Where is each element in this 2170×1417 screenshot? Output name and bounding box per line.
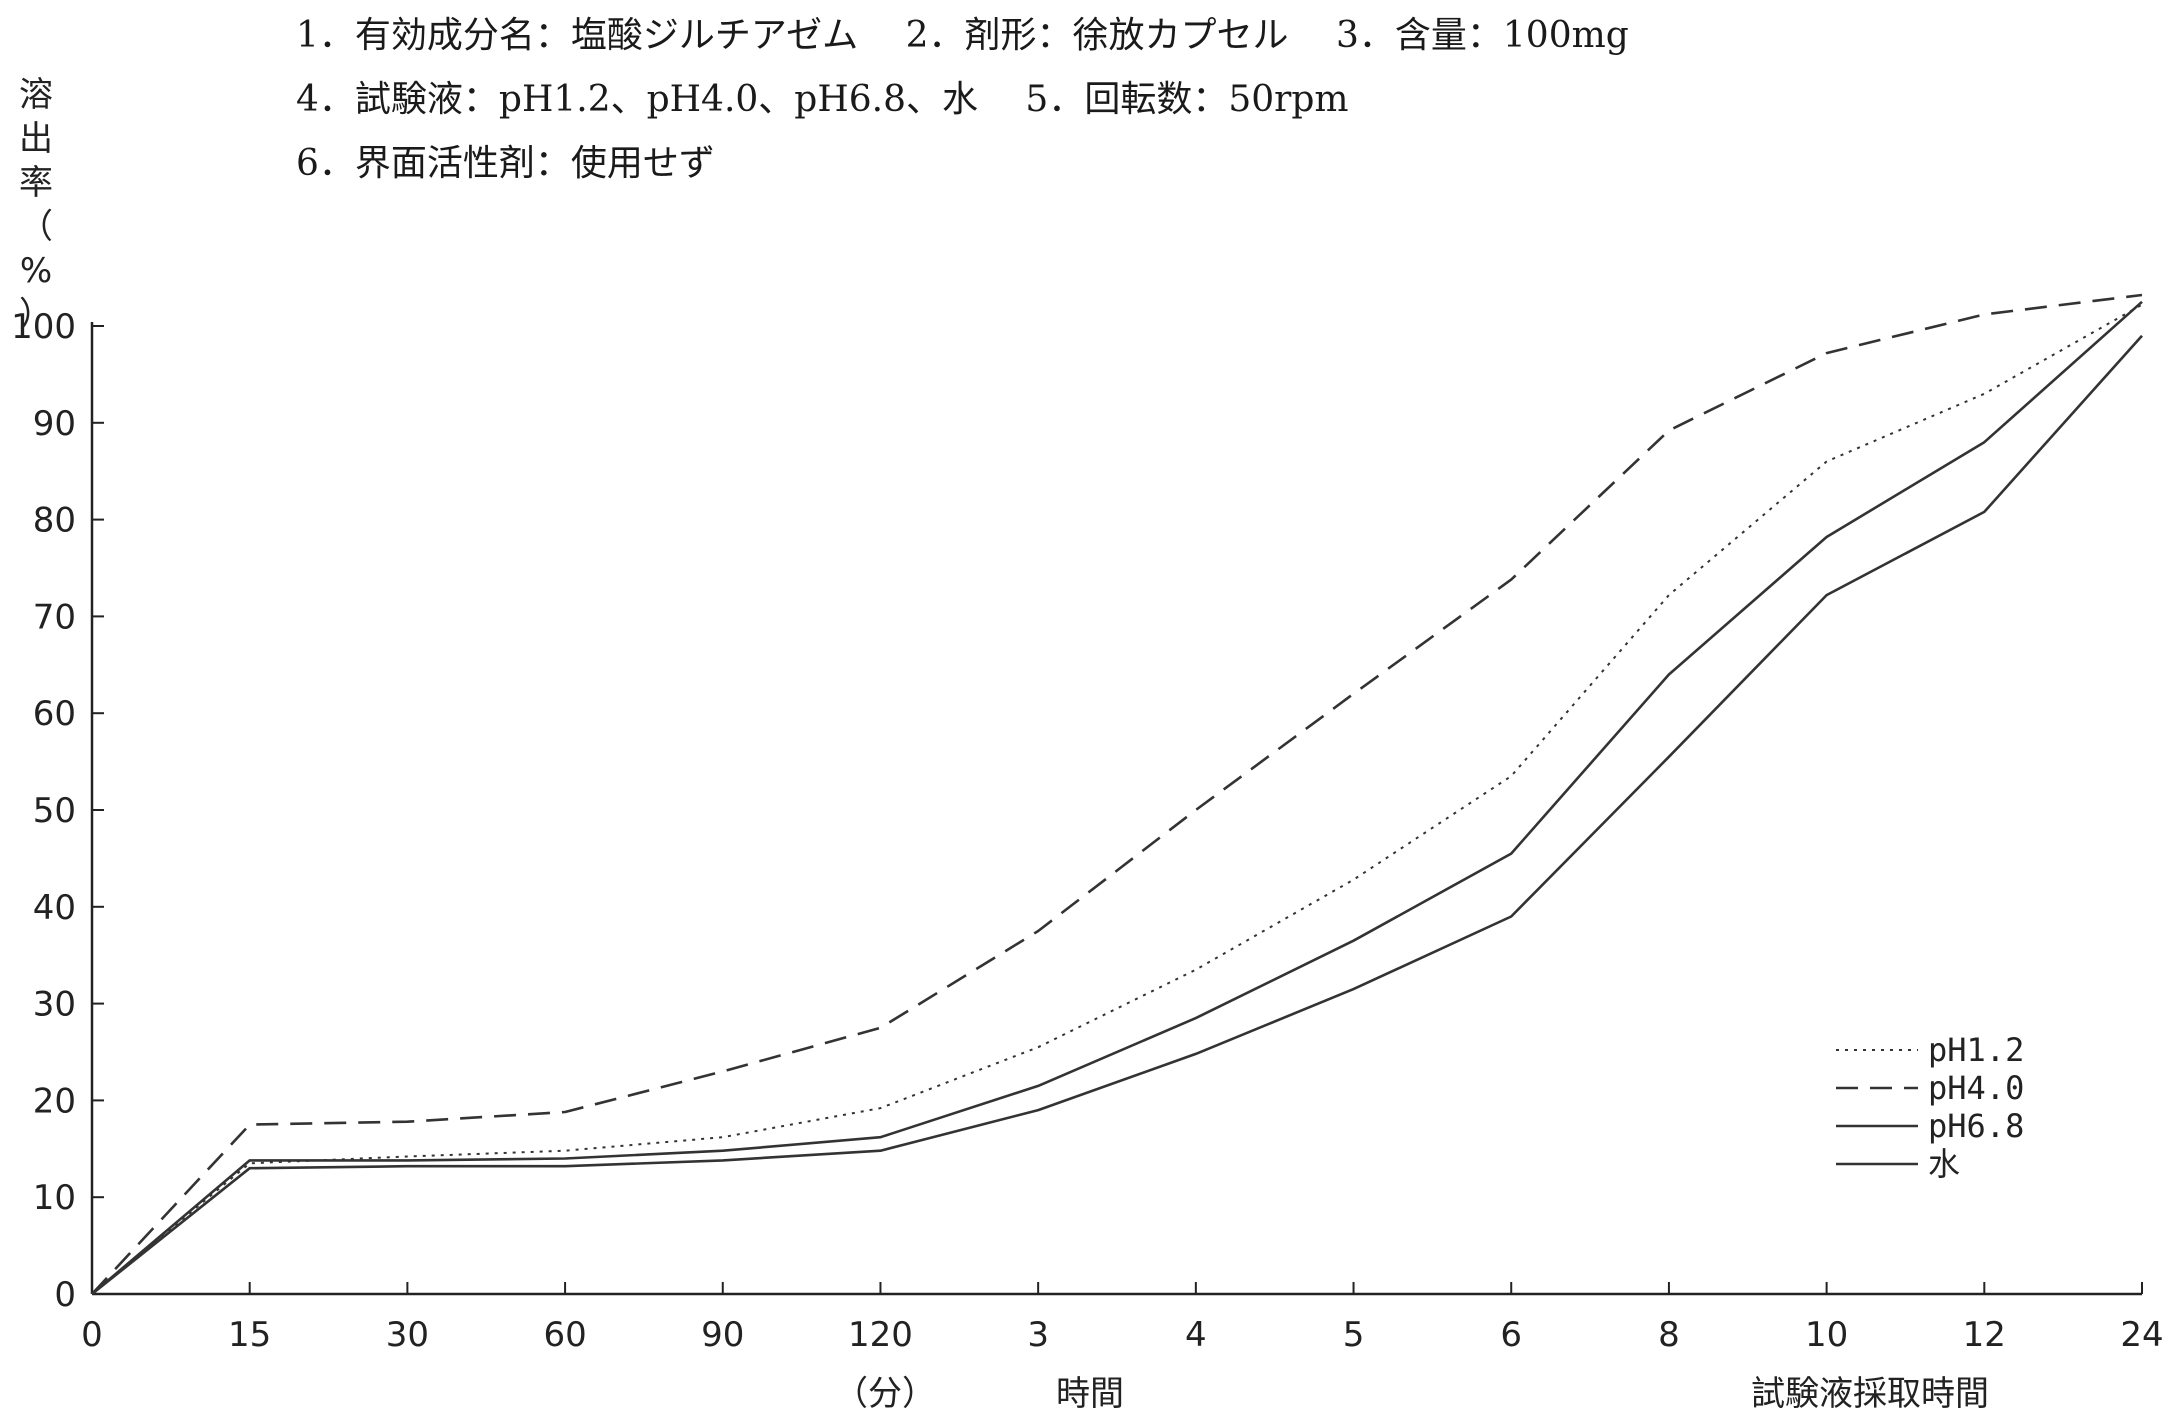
- header-line-3: 6．界面活性剤：使用せず: [296, 143, 715, 184]
- series-line-水: [91, 334, 2143, 1296]
- y-tick-label: 50: [33, 791, 76, 831]
- y-tick-label: 70: [33, 597, 76, 637]
- x-unit-hours: 時間: [1056, 1374, 1124, 1414]
- y-ticks: 0 10 20 30 40 50 60 70 80 90 100: [11, 307, 104, 1315]
- y-tick-label: 0: [54, 1275, 76, 1315]
- x-tick-label: 4: [1185, 1315, 1207, 1355]
- x-axis-label: 試験液採取時間: [1751, 1374, 1989, 1414]
- series-lines: [91, 293, 2143, 1296]
- y-axis-label-char: 出: [19, 119, 53, 159]
- legend-label: pH6.8: [1928, 1107, 2024, 1145]
- y-tick-label: 60: [33, 694, 76, 734]
- legend-label: pH1.2: [1928, 1031, 2024, 1069]
- x-tick-label: 24: [2120, 1315, 2163, 1355]
- y-axis-label-char: 率: [19, 163, 53, 203]
- y-tick-label: 10: [33, 1178, 76, 1218]
- x-tick-label: 5: [1343, 1315, 1365, 1355]
- y-axis-label-char: ）: [19, 295, 53, 335]
- y-tick-label: 20: [33, 1081, 76, 1121]
- y-tick-label: 80: [33, 501, 76, 541]
- x-tick-label: 30: [386, 1315, 429, 1355]
- series-line-pH4.0: [91, 293, 2143, 1295]
- x-tick-label: 0: [81, 1315, 103, 1355]
- x-tick-label: 6: [1500, 1315, 1522, 1355]
- header-line-2: 4．試験液：pH1.2、pH4.0、pH6.8、水 5．回転数：50rpm: [296, 79, 1349, 120]
- x-tick-label: 15: [228, 1315, 271, 1355]
- x-tick-label: 120: [848, 1315, 913, 1355]
- x-tick-label: 60: [543, 1315, 586, 1355]
- y-axis-label-char: （: [19, 207, 53, 247]
- x-tick-label: 12: [1963, 1315, 2006, 1355]
- x-tick-label: 8: [1658, 1315, 1680, 1355]
- y-tick-label: 30: [33, 985, 76, 1025]
- y-axis-label-char: 溶: [19, 75, 53, 115]
- y-tick-label: 40: [33, 888, 76, 928]
- series-line-pH1.2: [91, 303, 2143, 1295]
- header-line-1: 1．有効成分名：塩酸ジルチアゼム 2．剤形：徐放カプセル 3．含量：100mg: [296, 15, 1629, 56]
- y-tick-label: 90: [33, 404, 76, 444]
- y-axis-label-char: %: [20, 251, 52, 291]
- legend-label: pH4.0: [1928, 1069, 2024, 1107]
- x-tick-label: 90: [701, 1315, 744, 1355]
- x-ticks: 0 15 30 60 90 120 3 4 5 6 8 10 12 24: [81, 1282, 2164, 1355]
- x-tick-label: 3: [1027, 1315, 1049, 1355]
- y-tick-label: 100: [11, 307, 76, 347]
- series-line-pH6.8: [91, 300, 2143, 1295]
- y-axis-label: 溶出率（%）: [19, 75, 53, 335]
- legend-label: 水: [1928, 1145, 1960, 1183]
- x-tick-label: 10: [1805, 1315, 1848, 1355]
- chart-axes: [90, 322, 2142, 1296]
- x-unit-minutes: （分）: [834, 1374, 936, 1414]
